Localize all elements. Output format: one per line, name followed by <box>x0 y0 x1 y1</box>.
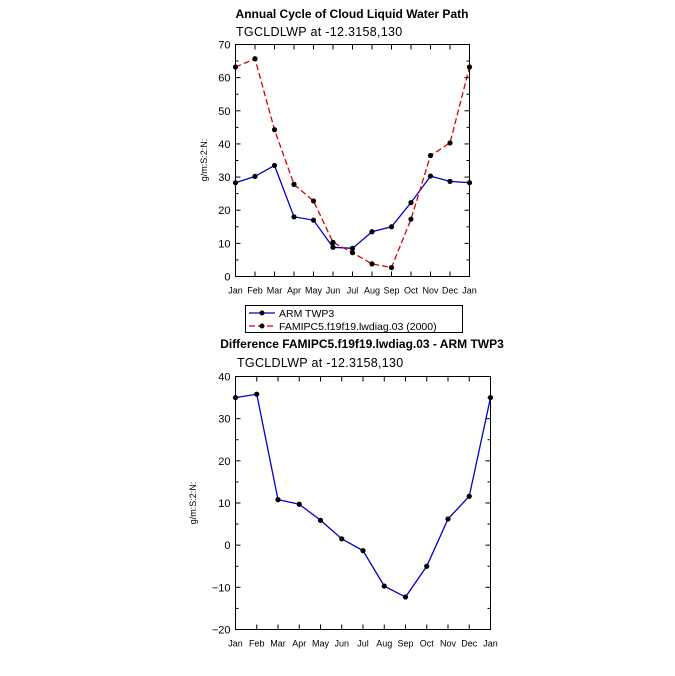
x-tick-label: May <box>312 639 330 649</box>
y-tick-label: 50 <box>218 106 230 118</box>
data-point-0 <box>381 583 387 589</box>
chart2-subtitle: TGCLDLWP at -12.3158,130 <box>237 356 404 370</box>
x-tick-label: Dec <box>461 639 478 649</box>
x-tick-label: Feb <box>249 639 265 649</box>
chart1-title: Annual Cycle of Cloud Liquid Water Path <box>236 7 469 21</box>
x-tick-label: Jul <box>347 286 359 296</box>
chart2-title: Difference FAMIPC5.f19f19.lwdiag.03 - AR… <box>220 337 504 351</box>
data-point-0 <box>427 173 434 179</box>
y-tick-label: 20 <box>218 205 230 217</box>
y-tick-label: 0 <box>224 272 230 284</box>
data-point-0 <box>291 214 297 220</box>
y-tick-label: −10 <box>212 582 231 594</box>
x-tick-label: Jun <box>326 286 341 296</box>
data-point-1 <box>349 250 356 256</box>
data-point-1 <box>330 239 336 245</box>
data-point-1 <box>369 261 375 267</box>
data-point-0 <box>369 229 375 235</box>
x-tick-label: Dec <box>442 286 459 296</box>
x-tick-label: Apr <box>292 639 306 649</box>
data-point-0 <box>296 501 302 507</box>
data-point-0 <box>339 536 345 542</box>
y-tick-label: 60 <box>218 73 230 85</box>
x-tick-label: Nov <box>422 286 439 296</box>
annual-cycle-chart: Annual Cycle of Cloud Liquid Water Path … <box>199 7 477 333</box>
data-point-0 <box>317 517 324 523</box>
data-point-0 <box>271 162 278 169</box>
y-tick-label: 10 <box>218 498 230 510</box>
x-tick-label: Jun <box>334 639 349 649</box>
x-tick-label: Nov <box>440 639 457 649</box>
data-point-1 <box>291 181 297 187</box>
data-point-1 <box>252 56 258 62</box>
y-tick-label: 0 <box>224 540 230 552</box>
x-tick-label: Feb <box>247 286 263 296</box>
difference-chart: Difference FAMIPC5.f19f19.lwdiag.03 - AR… <box>188 337 504 649</box>
chart1-plot-frame <box>235 44 470 277</box>
chart2-ylabel: g/m:S:2:N: <box>188 482 198 525</box>
x-tick-label: Oct <box>420 639 435 649</box>
y-tick-label: 40 <box>218 372 230 384</box>
x-tick-label: Jan <box>228 639 243 649</box>
data-point-0 <box>388 224 395 230</box>
data-point-0 <box>402 594 409 600</box>
data-point-1 <box>388 264 395 271</box>
x-tick-label: Jan <box>462 286 477 296</box>
data-point-0 <box>424 563 430 569</box>
x-tick-label: May <box>305 286 323 296</box>
x-tick-label: Mar <box>267 286 283 296</box>
x-tick-label: Oct <box>404 286 419 296</box>
data-point-0 <box>330 244 336 250</box>
chart1-legend: ARM TWP3 FAMIPC5.f19f19.lwdiag.03 (2000) <box>245 305 463 333</box>
data-point-1 <box>447 140 453 146</box>
x-tick-label: Aug <box>364 286 380 296</box>
data-point-0 <box>445 516 451 522</box>
chart1-ylabel: g/m:S:2:N: <box>199 139 209 182</box>
legend-label-famipc5: FAMIPC5.f19f19.lwdiag.03 (2000) <box>279 321 437 333</box>
y-tick-label: 70 <box>218 40 230 52</box>
chart2-plot-frame <box>235 376 491 630</box>
data-point-0 <box>252 173 258 180</box>
data-point-1 <box>427 152 434 159</box>
data-point-0 <box>447 178 453 184</box>
x-tick-label: Mar <box>270 639 286 649</box>
x-tick-label: Sep <box>383 286 399 296</box>
data-point-0 <box>408 199 414 206</box>
series-line-0 <box>235 393 492 598</box>
data-point-0 <box>360 548 366 554</box>
data-point-0 <box>310 217 317 223</box>
y-tick-label: −20 <box>212 625 231 637</box>
y-tick-label: 20 <box>218 456 230 468</box>
legend-label-arm: ARM TWP3 <box>279 308 334 320</box>
x-tick-label: Jan <box>228 286 243 296</box>
data-point-1 <box>408 216 414 222</box>
legend-marker-arm <box>259 310 265 316</box>
legend-marker-famipc5 <box>259 323 265 329</box>
series-line-1 <box>235 57 471 269</box>
data-point-1 <box>310 198 317 204</box>
x-tick-label: Jul <box>357 639 369 649</box>
data-point-0 <box>275 497 281 503</box>
legend-box <box>245 305 463 333</box>
y-tick-label: 40 <box>218 139 230 151</box>
chart1-subtitle: TGCLDLWP at -12.3158,130 <box>236 25 403 39</box>
y-tick-label: 30 <box>218 172 230 184</box>
series-line-0 <box>235 164 470 249</box>
x-tick-label: Apr <box>287 286 301 296</box>
x-tick-label: Aug <box>376 639 392 649</box>
data-point-0 <box>254 391 260 397</box>
data-point-1 <box>271 127 278 133</box>
x-tick-label: Sep <box>397 639 413 649</box>
x-tick-label: Jan <box>483 639 498 649</box>
data-point-0 <box>349 245 356 251</box>
y-tick-label: 10 <box>218 238 230 250</box>
data-point-0 <box>466 493 472 499</box>
y-tick-label: 30 <box>218 414 230 426</box>
